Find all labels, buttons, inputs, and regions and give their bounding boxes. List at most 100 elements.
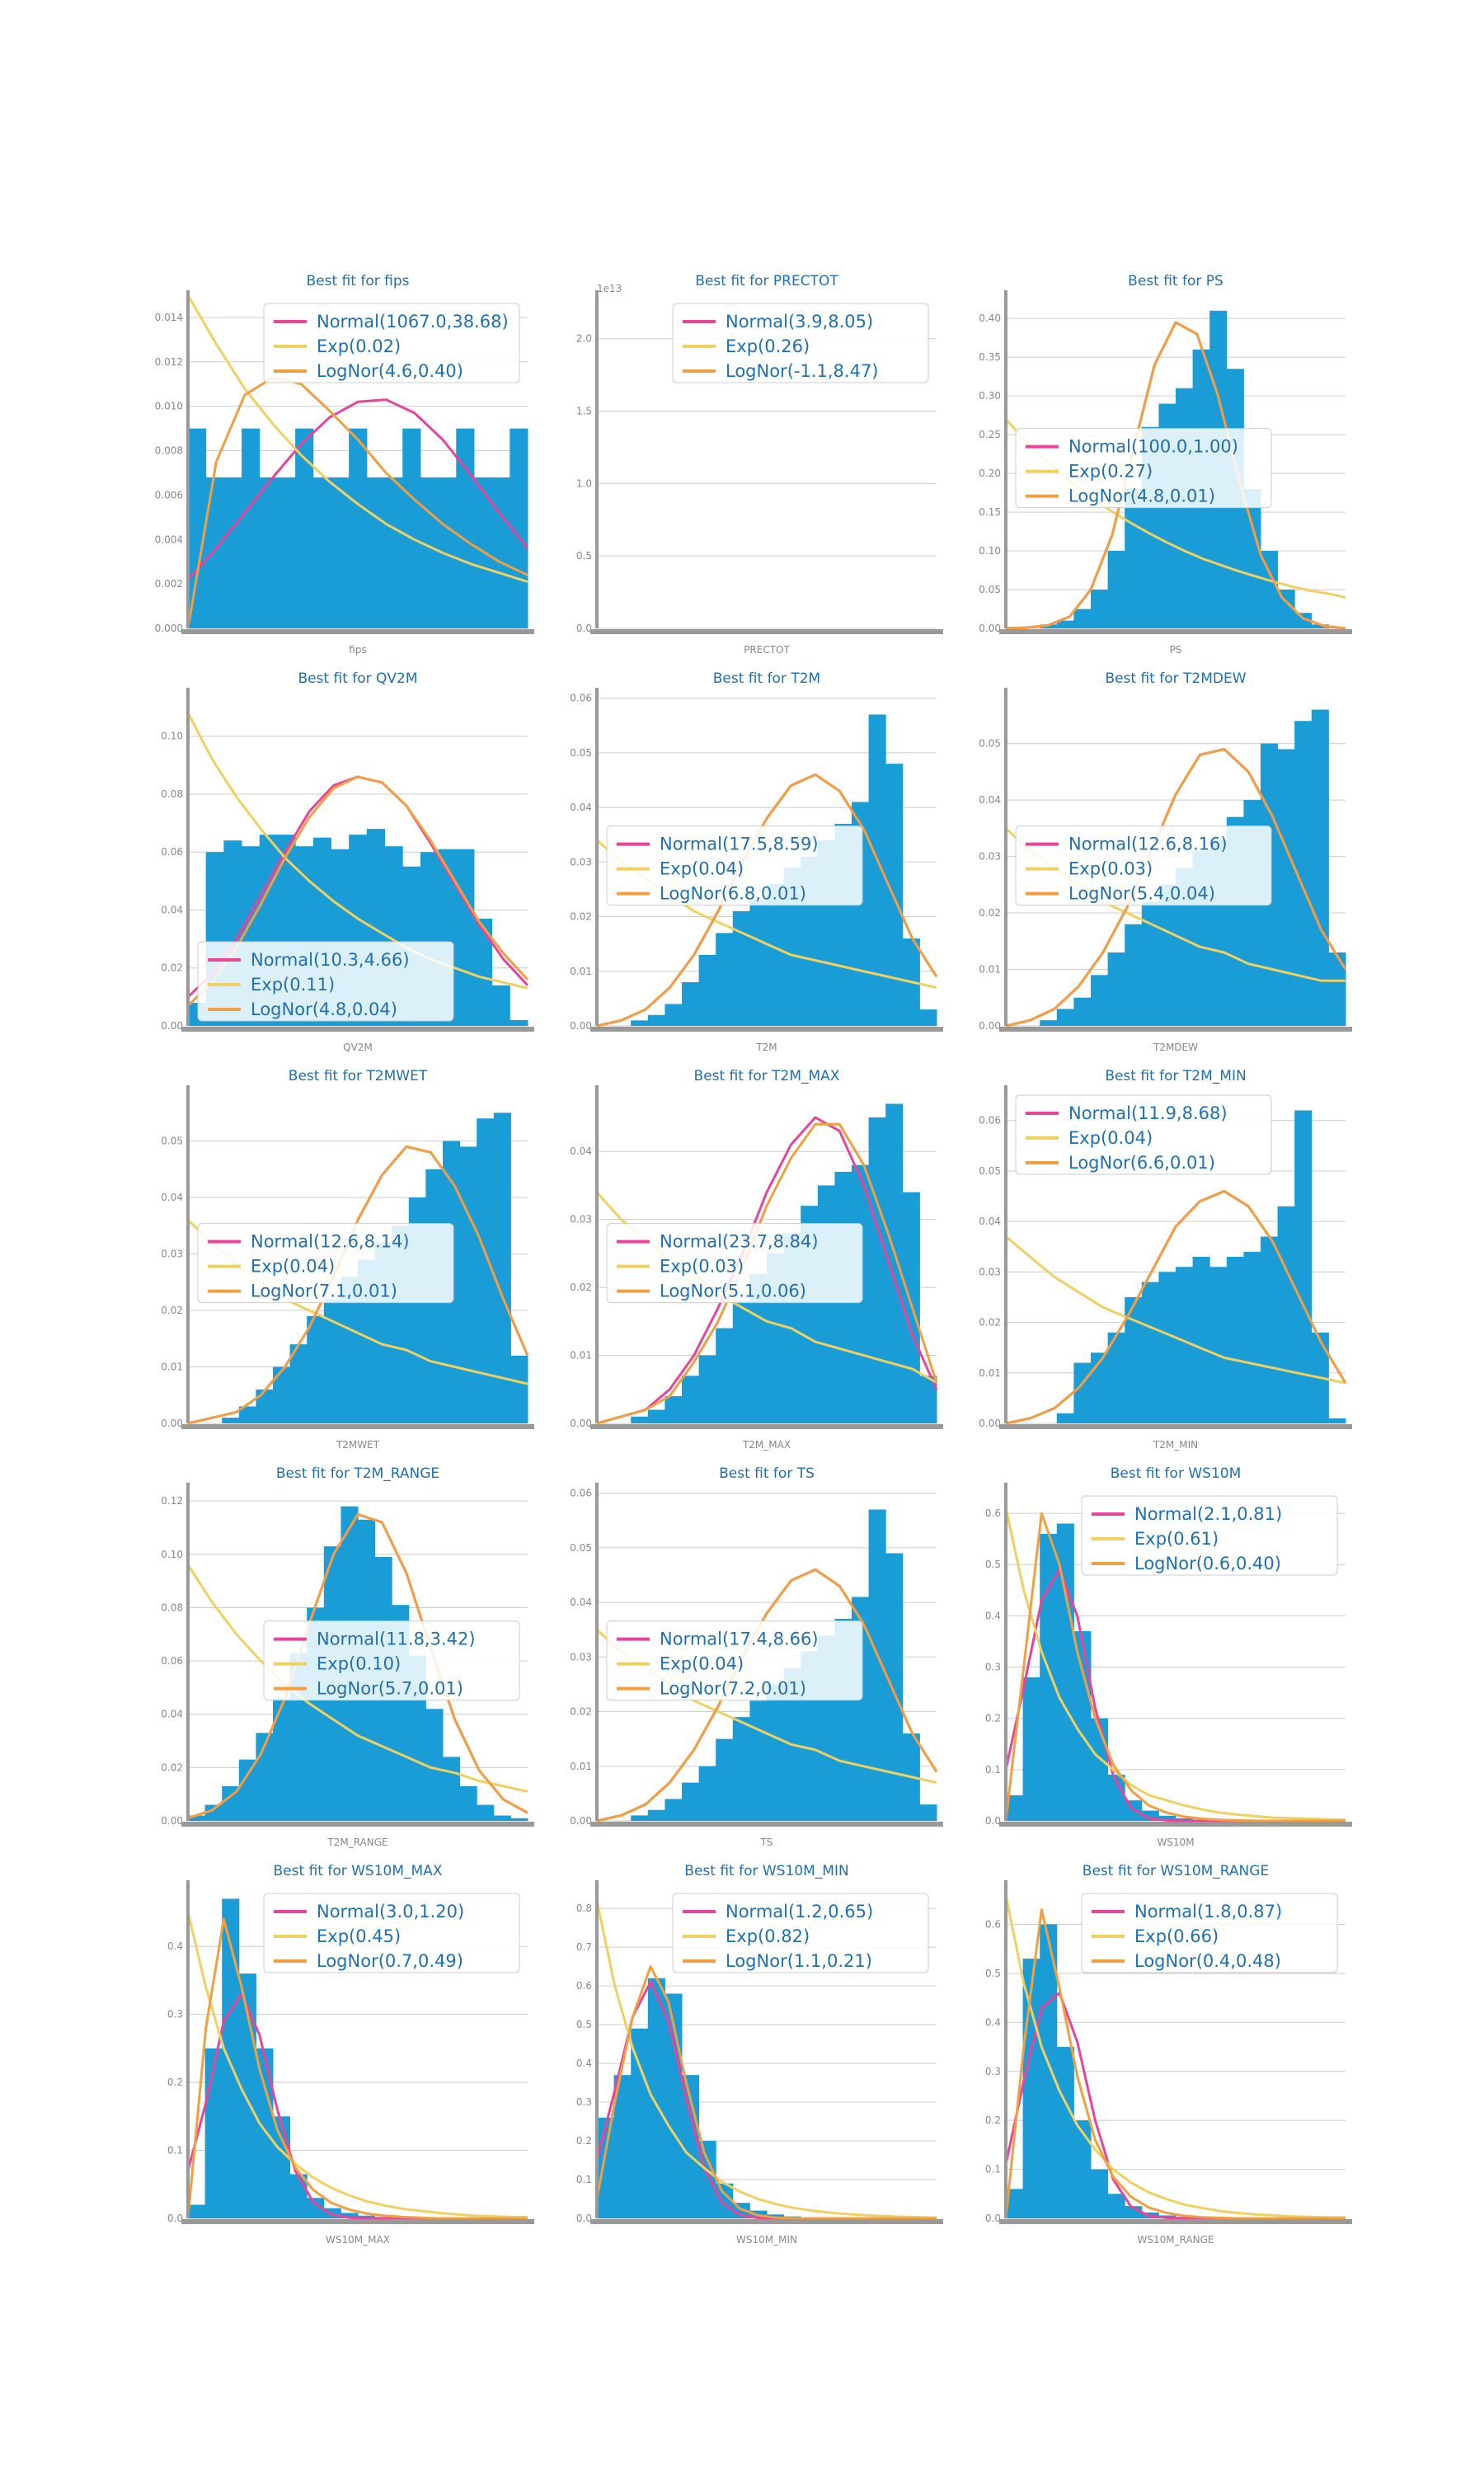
histogram-bar: [749, 1273, 768, 1423]
legend: Normal(23.7,8.84) Exp(0.03) LogNor(5.1,0.0…: [606, 1223, 863, 1304]
legend-entry: Normal(1.8,0.87): [1134, 1902, 1282, 1921]
fit-curve-lognorm: [186, 376, 528, 629]
histogram-bar: [323, 1299, 341, 1423]
histogram-bar: [919, 1009, 937, 1026]
histogram-bar: [491, 985, 510, 1026]
subplot-title: Best fit for WS10M_MAX: [274, 1863, 443, 1879]
histogram-bar: [1158, 1272, 1176, 1423]
histogram-bar: [1040, 1020, 1058, 1026]
y-tick-label: 0.04: [979, 1216, 1001, 1227]
y-tick-label: 0.04: [161, 1192, 183, 1203]
y-tick-label: 0.15: [979, 506, 1001, 518]
legend-entry: Normal(12.6,8.16): [1068, 835, 1228, 854]
y-tick-label: 0.10: [161, 731, 183, 742]
y-tick-label: 0.8: [576, 1903, 592, 1914]
histogram-bar: [188, 428, 207, 628]
histogram-bar: [307, 2198, 325, 2218]
fit-curve-exp: [186, 294, 528, 583]
y-tick-label: 0.0: [576, 623, 592, 634]
histogram-bar: [767, 883, 785, 1026]
y-tick-label: 0.0: [985, 1815, 1001, 1827]
y-tick-label: 0.01: [570, 1761, 592, 1772]
histogram-bar: [1056, 620, 1074, 628]
histogram-bar: [222, 1418, 240, 1423]
y-tick-label: 0.4: [167, 1940, 183, 1952]
histogram-bar: [1073, 609, 1092, 628]
histogram-bar: [1040, 1533, 1058, 1821]
legend-entry: LogNor(4.8,0.04): [251, 999, 397, 1019]
histogram-bar: [1176, 1818, 1194, 1821]
histogram-bar: [477, 1118, 495, 1423]
x-axis-label: T2MWET: [336, 1439, 380, 1451]
legend-box: [606, 825, 863, 906]
subplot-title: Best fit for T2M_RANGE: [276, 1465, 439, 1482]
subplot-14: Best fit for WS10M_MIN 0.0 0.1 0.2 0.3 0.4 0.5…: [576, 1863, 943, 2246]
histogram-bar: [273, 1698, 291, 1821]
fit-curve-lognorm: [1005, 748, 1347, 1028]
legend-entry: Normal(23.7,8.84): [660, 1232, 819, 1252]
fit-curve-exp: [186, 1564, 528, 1793]
histogram-bar: [510, 1818, 528, 1821]
histogram-bar: [238, 1759, 256, 1821]
y-tick-label: 0.30: [979, 390, 1001, 402]
y-tick-label: 0.12: [161, 1495, 183, 1507]
y-tick-label: 0.01: [979, 964, 1001, 976]
y-tick-label: 0.40: [979, 313, 1001, 324]
histogram-bar: [340, 2213, 359, 2218]
legend-box: [1081, 1893, 1338, 1973]
fit-curve-lognorm: [1005, 1189, 1347, 1425]
legend-entry: LogNor(5.1,0.06): [660, 1282, 806, 1301]
subplot-12: Best fit for WS10M 0.0 0.1 0.2 0.3 0.4 0.5 0.6 W…: [985, 1465, 1352, 1848]
fit-curve-lognorm: [187, 1512, 528, 1820]
y-tick-label: 0.3: [985, 2066, 1001, 2077]
legend-entry: LogNor(1.1,0.21): [726, 1951, 872, 1971]
histogram-bar: [665, 1799, 683, 1821]
histogram-bar: [1056, 1009, 1074, 1026]
legend-entry: Exp(0.03): [1068, 859, 1153, 879]
legend-entry: Exp(0.10): [317, 1654, 401, 1674]
legend-entry: Normal(100.0,1.00): [1068, 437, 1238, 457]
histogram-bar: [259, 477, 278, 628]
subplot-10: Best fit for T2M_RANGE 0.00 0.02 0.04 0.06 0.…: [161, 1465, 534, 1848]
legend-entry: Normal(1067.0,38.68): [317, 312, 509, 332]
y-tick-label: 0.01: [570, 966, 592, 977]
histogram-bar: [698, 954, 716, 1026]
histogram-bar: [1311, 624, 1329, 628]
y-tick-label: 0.04: [570, 802, 592, 813]
y-tick-label: 0.4: [576, 2058, 592, 2069]
fit-curve-lognorm: [596, 773, 938, 1028]
histogram-bar: [732, 1300, 750, 1423]
x-axis-label: PS: [1170, 644, 1182, 656]
y-tick-label: 0.04: [161, 904, 183, 915]
legend-box: [263, 303, 520, 383]
y-tick-label: 0.08: [161, 1602, 183, 1613]
histogram-bar: [222, 1785, 240, 1821]
y-tick-label: 0.03: [979, 1266, 1001, 1277]
histogram-bar: [1107, 1332, 1125, 1423]
histogram-bar: [1073, 1631, 1092, 1821]
subplot-title: Best fit for PRECTOT: [695, 273, 838, 289]
fit-curve-lognorm: [187, 1145, 529, 1425]
legend: Normal(11.8,3.42) Exp(0.10) LogNor(5.7,0.0…: [263, 1620, 520, 1701]
histogram-bar: [477, 1804, 495, 1821]
legend-entry: Exp(0.45): [317, 1926, 401, 1946]
legend: Normal(100.0,1.00) Exp(0.27) LogNor(4.8,0.…: [1015, 428, 1272, 509]
y-tick-label: 0.05: [570, 1542, 592, 1554]
histogram-bar: [1125, 488, 1143, 628]
legend-entry: Exp(0.27): [1068, 462, 1153, 482]
histogram-bar: [456, 428, 475, 628]
histogram-bar: [698, 1355, 716, 1423]
subplot-13: Best fit for WS10M_MAX 0.0 0.1 0.2 0.3 0.4 WS1…: [167, 1863, 534, 2246]
histogram-bar: [295, 428, 314, 628]
subplot-title: Best fit for WS10M_RANGE: [1082, 1863, 1269, 1879]
y-tick-label: 0.04: [161, 1709, 183, 1720]
histogram-bar: [1107, 952, 1125, 1026]
y-tick-label: 0.6: [985, 1919, 1001, 1931]
y-tick-label: 0.04: [570, 1597, 592, 1608]
y-tick-label: 0.20: [979, 468, 1001, 479]
histogram-bar: [1294, 721, 1313, 1026]
fit-curve-exp: [1005, 1235, 1346, 1385]
histogram-bar: [349, 428, 368, 628]
histogram-bar: [510, 1019, 528, 1026]
subplot-6: Best fit for T2MDEW 0.00 0.01 0.02 0.03 0.04 0…: [979, 670, 1352, 1053]
